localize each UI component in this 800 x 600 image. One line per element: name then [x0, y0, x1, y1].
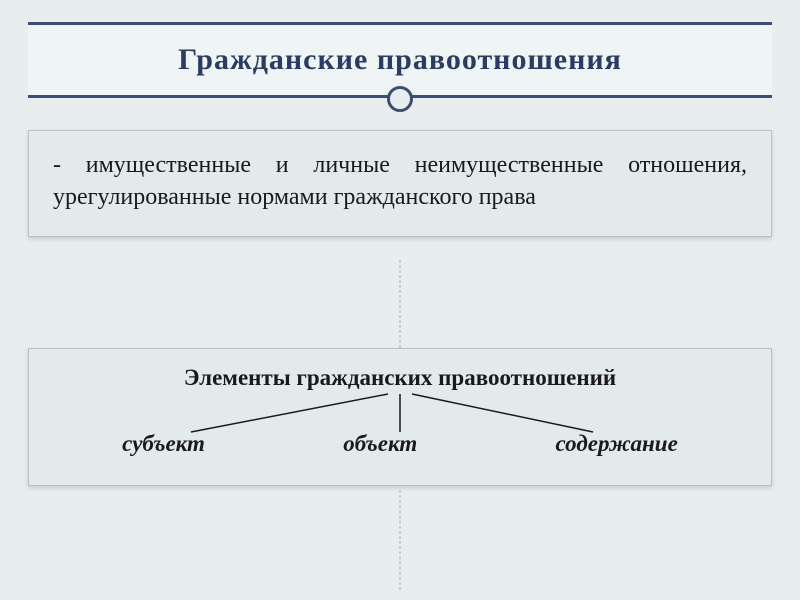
elements-row: субъект объект содержание	[53, 431, 747, 457]
elements-box: Элементы гражданских правоотношений субъ…	[28, 348, 772, 486]
element-content: содержание	[556, 431, 678, 457]
element-subject: субъект	[122, 431, 205, 457]
element-object: объект	[343, 431, 417, 457]
definition-text: - имущественные и личные неимущественные…	[53, 149, 747, 214]
definition-box: - имущественные и личные неимущественные…	[28, 130, 772, 237]
elements-title: Элементы гражданских правоотношений	[53, 365, 747, 391]
page-title: Гражданские правоотношения	[178, 43, 622, 77]
circle-ornament	[387, 86, 413, 112]
vertical-dashed-line-2	[400, 490, 401, 590]
vertical-dashed-line-1	[400, 260, 401, 348]
